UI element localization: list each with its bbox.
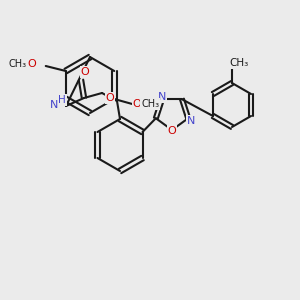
Text: O: O	[27, 59, 36, 69]
Text: CH₃: CH₃	[230, 58, 249, 68]
Text: O: O	[168, 126, 176, 136]
Text: CH₃: CH₃	[9, 59, 27, 69]
Text: O: O	[106, 93, 114, 103]
Text: N: N	[50, 100, 58, 110]
Text: O: O	[133, 99, 142, 109]
Text: H: H	[58, 95, 66, 105]
Text: CH₃: CH₃	[141, 99, 159, 109]
Text: O: O	[81, 67, 89, 77]
Text: N: N	[158, 92, 166, 102]
Text: N: N	[187, 116, 195, 126]
